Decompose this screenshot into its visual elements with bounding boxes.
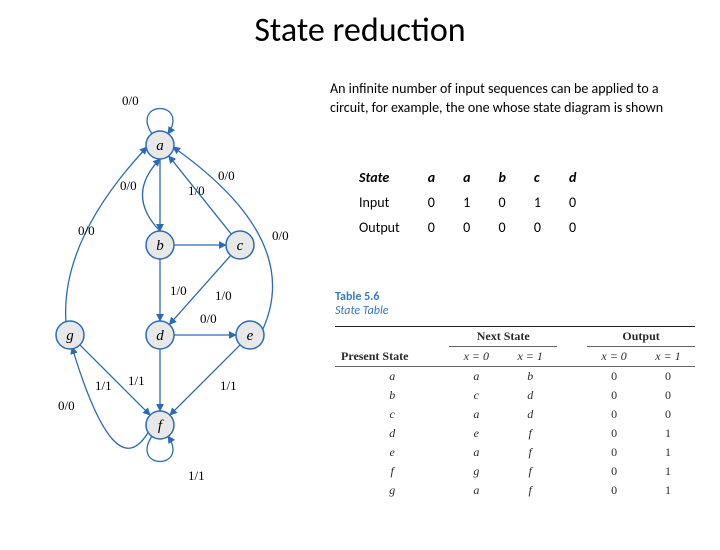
io-header: c — [520, 165, 555, 190]
io-cell: 0 — [449, 215, 484, 240]
svg-text:1/0: 1/0 — [215, 288, 232, 303]
io-table: State a a b c d Input 0 1 0 1 0 Output 0… — [345, 165, 590, 240]
io-cell: 0 — [520, 215, 555, 240]
page-title: State reduction — [0, 10, 720, 51]
svg-text:1/1: 1/1 — [128, 373, 145, 388]
svg-text:0/0: 0/0 — [272, 228, 289, 243]
group-header-output: Output — [587, 327, 695, 347]
state-diagram: 0/01/00/00/01/01/00/00/01/11/10/01/10/01… — [40, 75, 330, 525]
svg-text:1/1: 1/1 — [188, 468, 205, 483]
sub-header: x = 0 — [449, 347, 503, 367]
io-cell: 0 — [485, 215, 520, 240]
svg-text:0/0: 0/0 — [122, 93, 139, 108]
sub-header: x = 1 — [503, 347, 557, 367]
svg-text:c: c — [237, 238, 244, 254]
io-row-label: Input — [345, 190, 414, 215]
svg-text:a: a — [156, 138, 164, 154]
io-header: d — [555, 165, 590, 190]
io-cell: 0 — [485, 190, 520, 215]
svg-text:1/0: 1/0 — [170, 283, 187, 298]
svg-text:g: g — [66, 328, 74, 344]
io-cell: 0 — [414, 215, 449, 240]
svg-text:0/0: 0/0 — [58, 398, 75, 413]
svg-text:b: b — [156, 238, 164, 254]
description-text: An infinite number of input sequences ca… — [330, 80, 670, 118]
io-header: a — [414, 165, 449, 190]
io-header: b — [485, 165, 520, 190]
svg-text:0/0: 0/0 — [120, 178, 137, 193]
io-cell: 1 — [449, 190, 484, 215]
sub-header: x = 1 — [641, 347, 695, 367]
io-cell: 0 — [555, 215, 590, 240]
io-cell: 0 — [414, 190, 449, 215]
svg-text:d: d — [156, 328, 164, 344]
svg-text:0/0: 0/0 — [218, 168, 235, 183]
table-number: Table 5.6 — [335, 290, 695, 304]
group-header-next: Next State — [449, 327, 557, 347]
state-table: Next State Output Present State x = 0 x … — [335, 326, 695, 500]
table-caption: State Table — [335, 304, 695, 318]
svg-text:0/0: 0/0 — [200, 311, 217, 326]
io-cell: 0 — [555, 190, 590, 215]
sub-header: Present State — [335, 347, 449, 367]
io-header: a — [449, 165, 484, 190]
svg-text:1/1: 1/1 — [95, 378, 112, 393]
state-table-area: Table 5.6 State Table Next State Output … — [335, 290, 695, 500]
io-cell: 1 — [520, 190, 555, 215]
svg-text:0/0: 0/0 — [78, 223, 95, 238]
io-row-label: Output — [345, 215, 414, 240]
svg-text:1/1: 1/1 — [220, 378, 237, 393]
io-header: State — [345, 165, 414, 190]
svg-text:e: e — [247, 328, 254, 344]
sub-header: x = 0 — [587, 347, 641, 367]
